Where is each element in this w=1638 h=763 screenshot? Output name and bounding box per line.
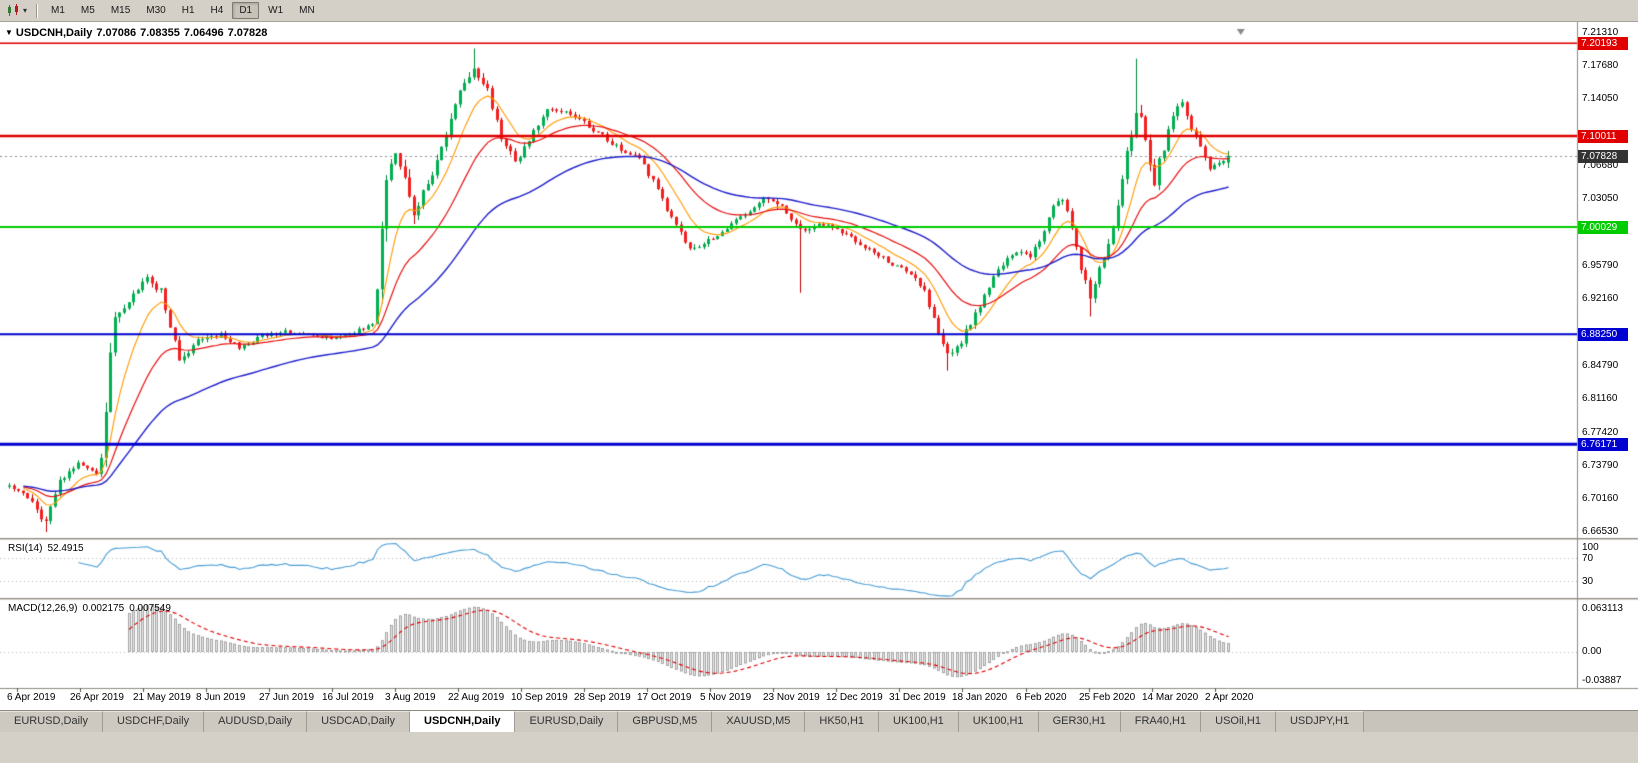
- chart-tab-gbpusd-m5-6[interactable]: GBPUSD,M5: [618, 711, 713, 732]
- timeframe-button-m30[interactable]: M30: [146, 5, 166, 16]
- chart-area: ▼ USDCNH,Daily 7.07086 7.08355 7.06496 7.0782…: [0, 22, 1638, 710]
- chart-tab-hk50-h1-8[interactable]: HK50,H1: [805, 711, 880, 732]
- toolbar-separator: [36, 3, 39, 18]
- price-chart-canvas[interactable]: [0, 22, 1638, 710]
- timeframe-button-d1[interactable]: D1: [232, 2, 260, 19]
- timeframe-button-h1[interactable]: H1: [181, 5, 195, 16]
- chart-tab-xauusd-m5-7[interactable]: XAUUSD,M5: [712, 711, 806, 732]
- chart-tab-usdcad-daily-3[interactable]: USDCAD,Daily: [307, 711, 411, 732]
- chart-tab-usdcnh-daily-4[interactable]: USDCNH,Daily: [410, 711, 516, 732]
- timeframe-button-w1[interactable]: W1: [268, 5, 284, 16]
- chart-tab-uk100-h1-10[interactable]: UK100,H1: [958, 711, 1039, 732]
- chart-tab-eurusd-daily-5[interactable]: EURUSD,Daily: [515, 711, 619, 732]
- chart-type-dropdown-icon[interactable]: ▾: [23, 6, 28, 15]
- timeframe-toolbar: ▾ M1 M5 M15 M30 H1 H4 D1 W1 MN: [0, 0, 1638, 22]
- timeframe-button-mn[interactable]: MN: [299, 5, 315, 16]
- timeframe-button-h4[interactable]: H4: [210, 5, 224, 16]
- chart-tab-fra40-h1-12[interactable]: FRA40,H1: [1120, 711, 1202, 732]
- timeframe-button-m1[interactable]: M1: [51, 5, 65, 16]
- chart-tab-ger30-h1-11[interactable]: GER30,H1: [1038, 711, 1121, 732]
- chart-tab-audusd-daily-2[interactable]: AUDUSD,Daily: [204, 711, 308, 732]
- chart-tab-uk100-h1-9[interactable]: UK100,H1: [879, 711, 959, 732]
- candlestick-chart-icon[interactable]: [6, 4, 21, 17]
- chart-tab-usdchf-daily-1[interactable]: USDCHF,Daily: [102, 711, 205, 732]
- chart-tab-eurusd-daily-0[interactable]: EURUSD,Daily: [0, 711, 103, 732]
- chart-tab-bar: EURUSD,Daily USDCHF,Daily AUDUSD,Daily USDC…: [0, 710, 1638, 732]
- timeframe-button-m15[interactable]: M15: [110, 5, 131, 16]
- chart-tab-usoil-h1-13[interactable]: USOil,H1: [1201, 711, 1276, 732]
- timeframe-buttons-group: M1 M5 M15 M30 H1 H4 D1 W1 MN: [43, 2, 323, 19]
- timeframe-button-m5[interactable]: M5: [80, 5, 95, 16]
- chart-tab-usdjpy-h1-14[interactable]: USDJPY,H1: [1275, 711, 1365, 732]
- status-bar: [0, 732, 1638, 763]
